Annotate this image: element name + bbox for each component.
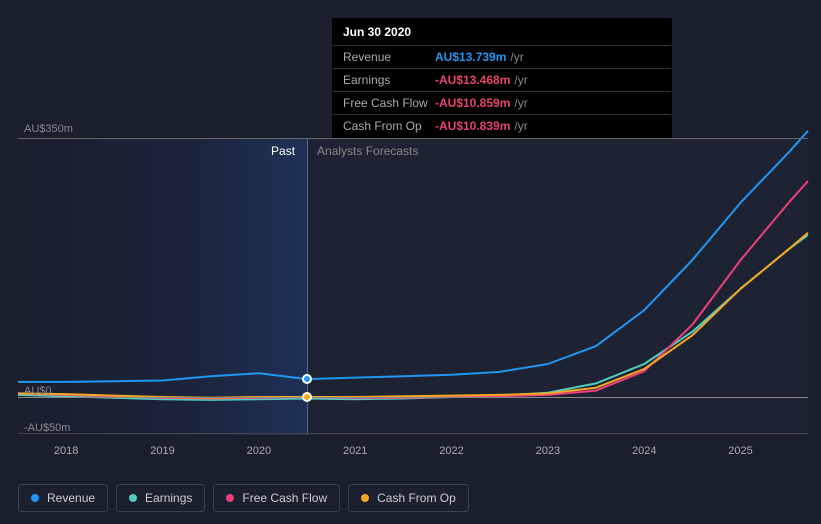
legend: Revenue Earnings Free Cash Flow Cash From O… <box>18 484 469 512</box>
tooltip-row: RevenueAU$13.739m/yr <box>333 46 671 69</box>
x-axis-tick: 2021 <box>343 445 367 457</box>
x-axis-tick: 2023 <box>536 445 560 457</box>
tooltip-date: Jun 30 2020 <box>333 19 671 46</box>
tooltip-row-label: Cash From Op <box>343 119 435 133</box>
marker-revenue <box>302 374 312 384</box>
tooltip-row-label: Free Cash Flow <box>343 96 435 110</box>
series-fcf <box>18 181 808 398</box>
legend-label: Cash From Op <box>377 491 456 505</box>
tooltip-row-label: Revenue <box>343 50 435 64</box>
x-axis: 2018 2019 2020 2021 2022 2023 2024 2025 <box>18 445 808 465</box>
legend-dot-icon <box>129 494 137 502</box>
x-axis-tick: 2019 <box>150 445 174 457</box>
legend-item-revenue[interactable]: Revenue <box>18 484 108 512</box>
tooltip-row-unit: /yr <box>514 119 527 133</box>
tooltip-row: Cash From Op-AU$10.839m/yr <box>333 115 671 137</box>
legend-dot-icon <box>361 494 369 502</box>
legend-item-fcf[interactable]: Free Cash Flow <box>213 484 340 512</box>
tooltip-row-value: -AU$10.839m <box>435 119 510 133</box>
y-axis-label: AU$350m <box>24 123 73 135</box>
x-axis-tick: 2024 <box>632 445 656 457</box>
legend-label: Revenue <box>47 491 95 505</box>
tooltip-row: Earnings-AU$13.468m/yr <box>333 69 671 92</box>
marker-cfo <box>302 392 312 402</box>
tooltip-row-unit: /yr <box>510 50 523 64</box>
legend-dot-icon <box>31 494 39 502</box>
series-cfo <box>18 233 808 398</box>
legend-label: Earnings <box>145 491 192 505</box>
tooltip-row-unit: /yr <box>514 73 527 87</box>
tooltip: Jun 30 2020 RevenueAU$13.739m/yrEarnings… <box>332 18 672 138</box>
series-revenue <box>18 131 808 382</box>
gridline <box>18 397 808 398</box>
legend-item-cfo[interactable]: Cash From Op <box>348 484 469 512</box>
x-axis-tick: 2018 <box>54 445 78 457</box>
chart-area[interactable]: Past Analysts Forecasts AU$350mAU$0-AU$5… <box>18 120 808 435</box>
y-axis-label: AU$0 <box>24 385 52 397</box>
legend-item-earnings[interactable]: Earnings <box>116 484 205 512</box>
tooltip-row: Free Cash Flow-AU$10.859m/yr <box>333 92 671 115</box>
tooltip-row-unit: /yr <box>514 96 527 110</box>
tooltip-row-label: Earnings <box>343 73 435 87</box>
x-axis-tick: 2022 <box>439 445 463 457</box>
x-axis-tick: 2020 <box>247 445 271 457</box>
x-axis-tick: 2025 <box>728 445 752 457</box>
gridline <box>18 433 808 434</box>
tooltip-row-value: AU$13.739m <box>435 50 506 64</box>
tooltip-row-value: -AU$13.468m <box>435 73 510 87</box>
gridline <box>18 138 808 139</box>
chart-svg <box>18 120 808 435</box>
legend-dot-icon <box>226 494 234 502</box>
tooltip-row-value: -AU$10.859m <box>435 96 510 110</box>
legend-label: Free Cash Flow <box>242 491 327 505</box>
